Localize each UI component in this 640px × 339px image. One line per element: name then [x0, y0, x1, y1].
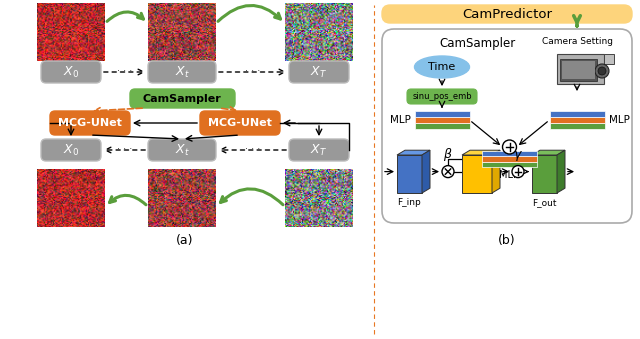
Bar: [415, 111, 470, 117]
Circle shape: [595, 64, 609, 78]
Text: (b): (b): [498, 234, 516, 247]
FancyBboxPatch shape: [382, 29, 632, 223]
Text: CamSampler: CamSampler: [143, 94, 221, 103]
Bar: [415, 117, 470, 123]
Bar: [397, 155, 422, 193]
Circle shape: [502, 140, 516, 154]
Text: $X_0$: $X_0$: [63, 142, 79, 158]
Bar: [482, 151, 537, 156]
Text: F_out: F_out: [532, 198, 557, 207]
FancyBboxPatch shape: [407, 89, 477, 104]
Text: $X_t$: $X_t$: [175, 142, 189, 158]
Text: F_inp: F_inp: [397, 198, 421, 207]
Text: CamPredictor: CamPredictor: [462, 7, 552, 20]
Text: Time: Time: [428, 62, 456, 72]
Bar: [604, 54, 614, 64]
Ellipse shape: [415, 56, 470, 78]
FancyBboxPatch shape: [289, 61, 349, 83]
Text: · · ·: · · ·: [245, 144, 260, 154]
FancyBboxPatch shape: [41, 61, 101, 83]
Text: MLP: MLP: [390, 115, 410, 125]
Polygon shape: [397, 150, 430, 155]
Text: $X_T$: $X_T$: [310, 64, 328, 80]
Text: CamSampler: CamSampler: [439, 37, 515, 50]
Bar: [550, 111, 605, 117]
FancyBboxPatch shape: [41, 139, 101, 161]
Text: $\beta$: $\beta$: [443, 145, 453, 163]
Circle shape: [512, 165, 524, 178]
Text: sinu_pos_emb: sinu_pos_emb: [412, 92, 472, 101]
FancyBboxPatch shape: [130, 89, 235, 108]
FancyBboxPatch shape: [148, 139, 216, 161]
Polygon shape: [557, 150, 565, 193]
Text: (a): (a): [176, 234, 194, 247]
Bar: [462, 155, 492, 193]
Polygon shape: [532, 150, 565, 155]
FancyBboxPatch shape: [50, 111, 130, 135]
Text: · · ·: · · ·: [245, 66, 260, 76]
Bar: [562, 61, 595, 79]
Bar: [415, 123, 470, 129]
Text: MLP: MLP: [499, 170, 520, 180]
Circle shape: [442, 165, 454, 178]
Text: Camera Setting: Camera Setting: [541, 37, 612, 46]
Bar: [482, 162, 537, 167]
Bar: [532, 155, 557, 193]
Text: $X_0$: $X_0$: [63, 64, 79, 80]
Polygon shape: [422, 150, 430, 193]
Bar: [550, 117, 605, 123]
Bar: [557, 54, 604, 84]
Text: MCG-UNet: MCG-UNet: [208, 118, 272, 128]
Text: MCG-UNet: MCG-UNet: [58, 118, 122, 128]
Text: $\gamma$: $\gamma$: [513, 148, 523, 163]
Text: MLP: MLP: [609, 115, 629, 125]
Bar: [482, 156, 537, 162]
FancyBboxPatch shape: [148, 61, 216, 83]
FancyBboxPatch shape: [200, 111, 280, 135]
Text: $X_t$: $X_t$: [175, 64, 189, 80]
Polygon shape: [492, 150, 500, 193]
Bar: [550, 123, 605, 129]
FancyBboxPatch shape: [382, 5, 632, 23]
Polygon shape: [462, 150, 500, 155]
Text: $X_T$: $X_T$: [310, 142, 328, 158]
FancyBboxPatch shape: [289, 139, 349, 161]
Text: · · ·: · · ·: [117, 66, 132, 76]
Circle shape: [598, 67, 606, 75]
Text: · · ·: · · ·: [117, 144, 132, 154]
Bar: [560, 59, 597, 81]
